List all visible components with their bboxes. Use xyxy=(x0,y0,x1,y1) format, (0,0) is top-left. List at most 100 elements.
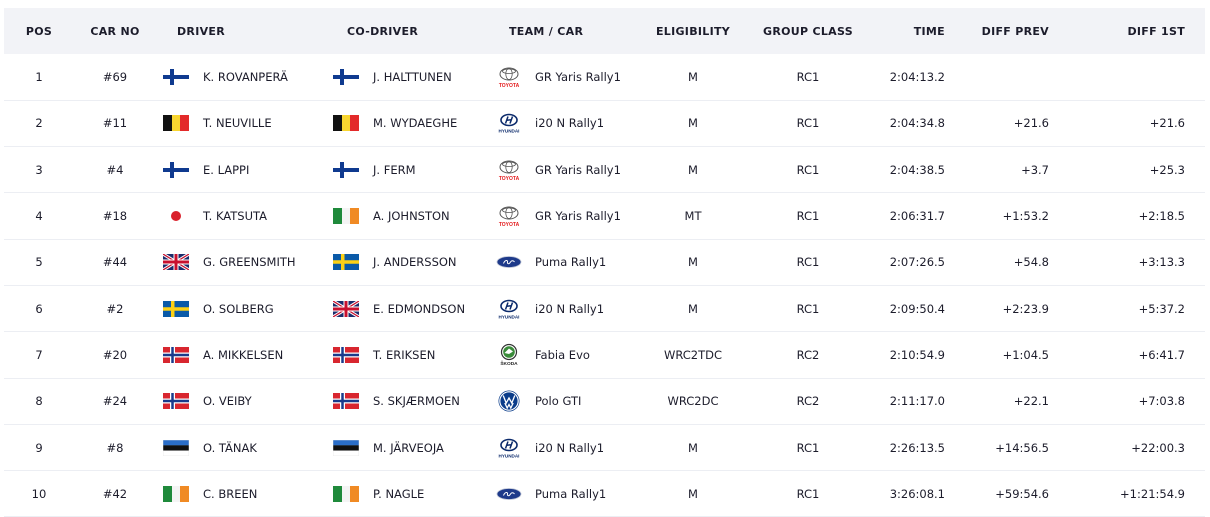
cell-eligibility: M xyxy=(688,69,698,84)
cell-pos: 2 xyxy=(35,116,43,131)
cell-driver: C. BREEN xyxy=(156,471,326,517)
cell-time: 2:04:13.2 xyxy=(889,69,945,84)
header-team-car[interactable]: TEAM / CAR xyxy=(509,24,584,38)
table-row[interactable]: 2 #11 T. NEUVILLE M. WYDAEGHE HYUNDAI i2… xyxy=(4,100,1205,147)
belgium-flag-icon xyxy=(333,115,359,132)
norway-flag-icon xyxy=(163,346,189,363)
co-driver-name[interactable]: P. NAGLE xyxy=(373,486,425,501)
co-driver-name[interactable]: J. FERM xyxy=(373,162,416,177)
driver-name[interactable]: O. SOLBERG xyxy=(203,301,274,316)
header-time[interactable]: TIME xyxy=(913,24,945,38)
cell-team-car: ŠKODA Fabia Evo xyxy=(488,332,638,378)
table-row[interactable]: 9 #8 O. TÄNAK M. JÄRVEOJA HYUNDAI i20 N … xyxy=(4,424,1205,471)
cell-car-no: #44 xyxy=(102,255,128,270)
toyota-wordmark: TOYOTA xyxy=(499,222,520,228)
co-driver-name[interactable]: M. JÄRVEOJA xyxy=(373,440,444,455)
cell-team-car: HYUNDAI i20 N Rally1 xyxy=(488,424,638,470)
cell-diff-prev: +21.6 xyxy=(1013,116,1049,131)
cell-pos: 7 xyxy=(35,347,43,362)
cell-co-driver: M. WYDAEGHE xyxy=(326,100,488,146)
car-model: i20 N Rally1 xyxy=(535,301,605,316)
cell-driver: O. VEIBY xyxy=(156,378,326,424)
cell-pos: 9 xyxy=(35,440,43,455)
cell-team-car: TOYOTA GR Yaris Rally1 xyxy=(488,193,638,239)
header-driver[interactable]: DRIVER xyxy=(177,24,225,38)
cell-diff-prev xyxy=(971,54,1075,100)
driver-name[interactable]: K. ROVANPERÄ xyxy=(203,69,288,84)
cell-driver: O. SOLBERG xyxy=(156,285,326,331)
cell-diff-first: +7:03.8 xyxy=(1138,394,1185,409)
table-row[interactable]: 1 #69 K. ROVANPERÄ J. HALTTUNEN TOYOTA G… xyxy=(4,54,1205,101)
cell-pos: 3 xyxy=(35,162,43,177)
driver-name[interactable]: T. KATSUTA xyxy=(203,209,268,224)
cell-car-no: #8 xyxy=(106,440,124,455)
driver-name[interactable]: E. LAPPI xyxy=(203,162,250,177)
co-driver-name[interactable]: E. EDMONDSON xyxy=(373,301,466,316)
header-pos[interactable]: POS xyxy=(25,24,53,38)
header-group-class[interactable]: GROUP CLASS xyxy=(763,24,853,38)
cell-team-car: TOYOTA GR Yaris Rally1 xyxy=(488,54,638,100)
cell-time: 2:09:50.4 xyxy=(889,301,945,316)
co-driver-name[interactable]: J. ANDERSSON xyxy=(373,255,457,270)
co-driver-name[interactable]: J. HALTTUNEN xyxy=(373,69,452,84)
table-row[interactable]: 3 #4 E. LAPPI J. FERM TOYOTA GR Yaris Ra… xyxy=(4,147,1205,193)
driver-name[interactable]: T. NEUVILLE xyxy=(203,116,272,131)
cell-co-driver: J. HALTTUNEN xyxy=(326,54,488,100)
cell-driver: K. ROVANPERÄ xyxy=(156,54,326,100)
sweden-flag-icon xyxy=(333,254,359,271)
toyota-wordmark: TOYOTA xyxy=(499,83,520,89)
driver-name[interactable]: G. GREENSMITH xyxy=(203,255,296,270)
cell-pos: 8 xyxy=(35,394,43,409)
uk-flag-icon xyxy=(333,300,359,317)
driver-name[interactable]: C. BREEN xyxy=(203,486,258,501)
co-driver-name[interactable]: T. ERIKSEN xyxy=(373,347,436,362)
co-driver-name[interactable]: A. JOHNSTON xyxy=(373,209,450,224)
cell-time: 2:26:13.5 xyxy=(889,440,945,455)
ford-logo-icon xyxy=(495,250,523,274)
skoda-logo-icon: ŠKODA xyxy=(495,343,523,367)
co-driver-name[interactable]: S. SKJÆRMOEN xyxy=(373,394,460,409)
driver-name[interactable]: O. TÄNAK xyxy=(203,440,257,455)
cell-co-driver: E. EDMONDSON xyxy=(326,285,488,331)
cell-diff-prev: +59:54.6 xyxy=(995,486,1049,501)
japan-flag-icon xyxy=(163,208,189,225)
ireland-flag-icon xyxy=(163,485,189,502)
norway-flag-icon xyxy=(333,393,359,410)
cell-eligibility: M xyxy=(688,301,698,316)
header-co-driver[interactable]: CO-DRIVER xyxy=(347,24,419,38)
driver-name[interactable]: O. VEIBY xyxy=(203,394,252,409)
cell-eligibility: M xyxy=(688,486,698,501)
cell-eligibility: M xyxy=(688,116,698,131)
table-row[interactable]: 4 #18 T. KATSUTA A. JOHNSTON TOYOTA GR Y… xyxy=(4,193,1205,240)
header-eligibility[interactable]: ELIGIBILITY xyxy=(655,24,731,38)
table-row[interactable]: 5 #44 G. GREENSMITH J. ANDERSSON xyxy=(4,239,1205,286)
cell-eligibility: MT xyxy=(684,209,702,224)
cell-time: 3:26:08.1 xyxy=(889,486,945,501)
finland-flag-icon xyxy=(163,161,189,178)
cell-driver: A. MIKKELSEN xyxy=(156,332,326,378)
table-row[interactable]: 8 #24 O. VEIBY S. SKJÆRMOEN Polo GTI xyxy=(4,378,1205,425)
cell-car-no: #69 xyxy=(102,69,128,84)
table-row[interactable]: 6 #2 O. SOLBERG E. EDMONDSON HY xyxy=(4,285,1205,332)
driver-name[interactable]: A. MIKKELSEN xyxy=(203,347,284,362)
cell-diff-prev: +2:23.9 xyxy=(1002,301,1049,316)
cell-eligibility: M xyxy=(688,255,698,270)
cell-car-no: #24 xyxy=(102,394,128,409)
header-diff-prev[interactable]: DIFF PREV xyxy=(981,24,1049,38)
belgium-flag-icon xyxy=(163,115,189,132)
co-driver-name[interactable]: M. WYDAEGHE xyxy=(373,116,458,131)
cell-pos: 5 xyxy=(35,255,43,270)
header-diff-first[interactable]: DIFF 1ST xyxy=(1127,24,1185,38)
cell-eligibility: WRC2DC xyxy=(667,394,719,409)
car-model: GR Yaris Rally1 xyxy=(535,162,621,177)
sweden-flag-icon xyxy=(163,300,189,317)
table-row[interactable]: 10 #42 C. BREEN P. NAGLE Puma Rally1 M R xyxy=(4,471,1205,517)
hyundai-logo-icon: HYUNDAI xyxy=(495,297,523,321)
table-row[interactable]: 7 #20 A. MIKKELSEN T. ERIKSEN ŠKODA Fabi… xyxy=(4,332,1205,379)
cell-group-class: RC1 xyxy=(796,69,820,84)
hyundai-wordmark: HYUNDAI xyxy=(499,453,520,458)
cell-group-class: RC1 xyxy=(796,486,820,501)
header-car-no[interactable]: CAR NO xyxy=(90,24,140,38)
cell-diff-first: +25.3 xyxy=(1149,162,1185,177)
